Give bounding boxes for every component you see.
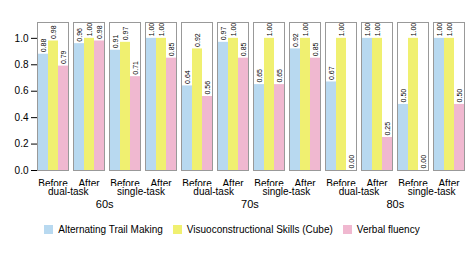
svg-text:0.00: 0.00: [420, 155, 427, 169]
svg-text:0.85: 0.85: [312, 42, 319, 56]
svg-text:0.50: 0.50: [456, 89, 463, 103]
svg-text:0.79: 0.79: [60, 50, 67, 64]
svg-text:Before: Before: [326, 178, 356, 186]
svg-text:0.56: 0.56: [204, 81, 211, 95]
svg-text:0.2: 0.2: [15, 138, 29, 149]
svg-text:Before: Before: [38, 178, 68, 186]
svg-text:0.6: 0.6: [15, 85, 29, 96]
svg-text:1.00: 1.00: [86, 23, 93, 37]
html-text:single-task: single-task: [407, 186, 456, 197]
svg-text:0.98: 0.98: [96, 25, 103, 39]
svg-text:0.92: 0.92: [194, 33, 201, 47]
svg-text:0.65: 0.65: [276, 69, 283, 83]
svg-text:0.97: 0.97: [220, 27, 227, 41]
svg-text:1.00: 1.00: [266, 23, 273, 37]
html-text:dual-task: dual-task: [48, 186, 89, 197]
svg-text:0.65: 0.65: [256, 69, 263, 83]
svg-text:0.96: 0.96: [76, 28, 83, 42]
svg-text:0.85: 0.85: [240, 42, 247, 56]
svg-text:1.00: 1.00: [364, 23, 371, 37]
html-text:60s: 60s: [95, 198, 114, 210]
svg-text:0.8: 0.8: [15, 59, 29, 70]
svg-text:After: After: [222, 178, 244, 186]
svg-text:0.98: 0.98: [50, 25, 57, 39]
svg-text:1.00: 1.00: [230, 23, 237, 37]
html-text:Alternating Trail Making: Alternating Trail Making: [58, 224, 163, 235]
html-text:Visuoconstructional Skills (Cu: Visuoconstructional Skills (Cube): [186, 224, 333, 235]
svg-text:1.00: 1.00: [302, 23, 309, 37]
svg-text:0.67: 0.67: [328, 66, 335, 80]
svg-text:0.4: 0.4: [15, 112, 29, 123]
svg-text:0.50: 0.50: [400, 89, 407, 103]
svg-text:0.71: 0.71: [132, 61, 139, 75]
svg-text:1.00: 1.00: [148, 23, 155, 37]
html-text:Verbal fluency: Verbal fluency: [356, 224, 420, 235]
svg-text:0.0: 0.0: [15, 165, 29, 176]
svg-text:1.00: 1.00: [410, 23, 417, 37]
svg-text:After: After: [438, 178, 460, 186]
html-text:dual-task: dual-task: [193, 186, 234, 197]
svg-text:0.91: 0.91: [112, 35, 119, 49]
svg-text:After: After: [150, 178, 172, 186]
svg-text:After: After: [78, 178, 100, 186]
svg-text:Before: Before: [110, 178, 140, 186]
svg-text:0.85: 0.85: [168, 42, 175, 56]
html-text:dual-task: dual-task: [338, 186, 380, 197]
svg-text:0.88: 0.88: [40, 38, 47, 52]
svg-text:After: After: [366, 178, 388, 186]
svg-text:After: After: [294, 178, 316, 186]
svg-text:1.00: 1.00: [446, 23, 453, 37]
svg-text:Before: Before: [182, 178, 212, 186]
svg-text:0.92: 0.92: [292, 33, 299, 47]
svg-text:1.00: 1.00: [338, 23, 345, 37]
svg-text:Before: Before: [398, 178, 428, 186]
svg-text:1.00: 1.00: [158, 23, 165, 37]
svg-text:0.64: 0.64: [184, 70, 191, 84]
svg-text:1.00: 1.00: [374, 23, 381, 37]
svg-text:1.00: 1.00: [436, 23, 443, 37]
svg-text:0.25: 0.25: [384, 122, 391, 136]
html-text:single-task: single-task: [262, 186, 311, 197]
svg-text:0.97: 0.97: [122, 27, 129, 41]
svg-text:1.0: 1.0: [15, 33, 29, 44]
html-text:single-task: single-task: [117, 186, 165, 197]
svg-text:Before: Before: [254, 178, 284, 186]
svg-text:0.00: 0.00: [348, 155, 355, 169]
html-text:80s: 80s: [386, 198, 405, 210]
html-text:70s: 70s: [241, 198, 259, 210]
